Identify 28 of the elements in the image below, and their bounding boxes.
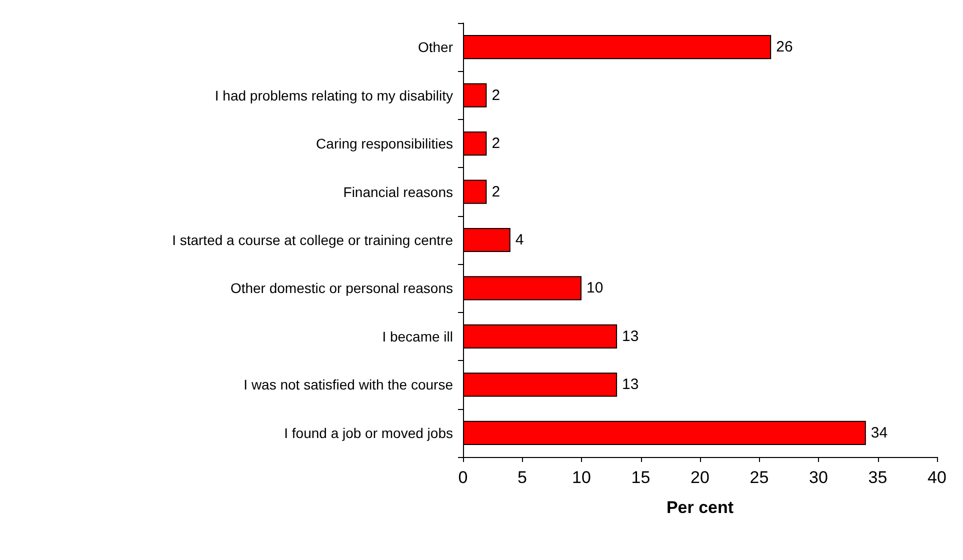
y-tick-label: Other [418, 39, 454, 56]
x-tick-label: 0 [458, 468, 468, 487]
y-tick-label: I became ill [382, 328, 453, 344]
x-tick-label: 5 [518, 468, 527, 487]
y-tick-label: I had problems relating to my disability [214, 87, 453, 104]
data-label: 4 [515, 232, 524, 248]
data-label: 13 [622, 376, 639, 394]
x-tick-label: 10 [572, 468, 591, 487]
y-tick-label: Financial reasons [343, 184, 453, 200]
y-tick-label: Other domestic or personal reasons [230, 280, 453, 296]
x-axis-title: Per cent [666, 498, 734, 517]
data-label: 34 [870, 424, 888, 442]
data-label: 2 [492, 135, 500, 152]
y-tick-label: Caring responsibilities [316, 136, 453, 152]
data-label: 26 [776, 38, 793, 56]
data-label: 2 [492, 183, 500, 200]
data-label: 13 [622, 328, 639, 345]
x-tick-label: 20 [690, 468, 710, 487]
x-tick-label: 35 [868, 468, 888, 487]
x-tick-label: 40 [928, 468, 946, 487]
y-tick-label: I started a course at college or training centre [172, 232, 454, 248]
y-tick-label: I was not satisfied with the course [244, 376, 454, 393]
data-label: 10 [586, 280, 604, 297]
x-tick-label: 30 [809, 468, 828, 487]
x-tick-label: 15 [631, 468, 650, 487]
y-tick-label: I found a job or moved jobs [284, 424, 453, 441]
x-tick-label: 25 [750, 468, 769, 487]
data-label: 2 [492, 86, 500, 104]
